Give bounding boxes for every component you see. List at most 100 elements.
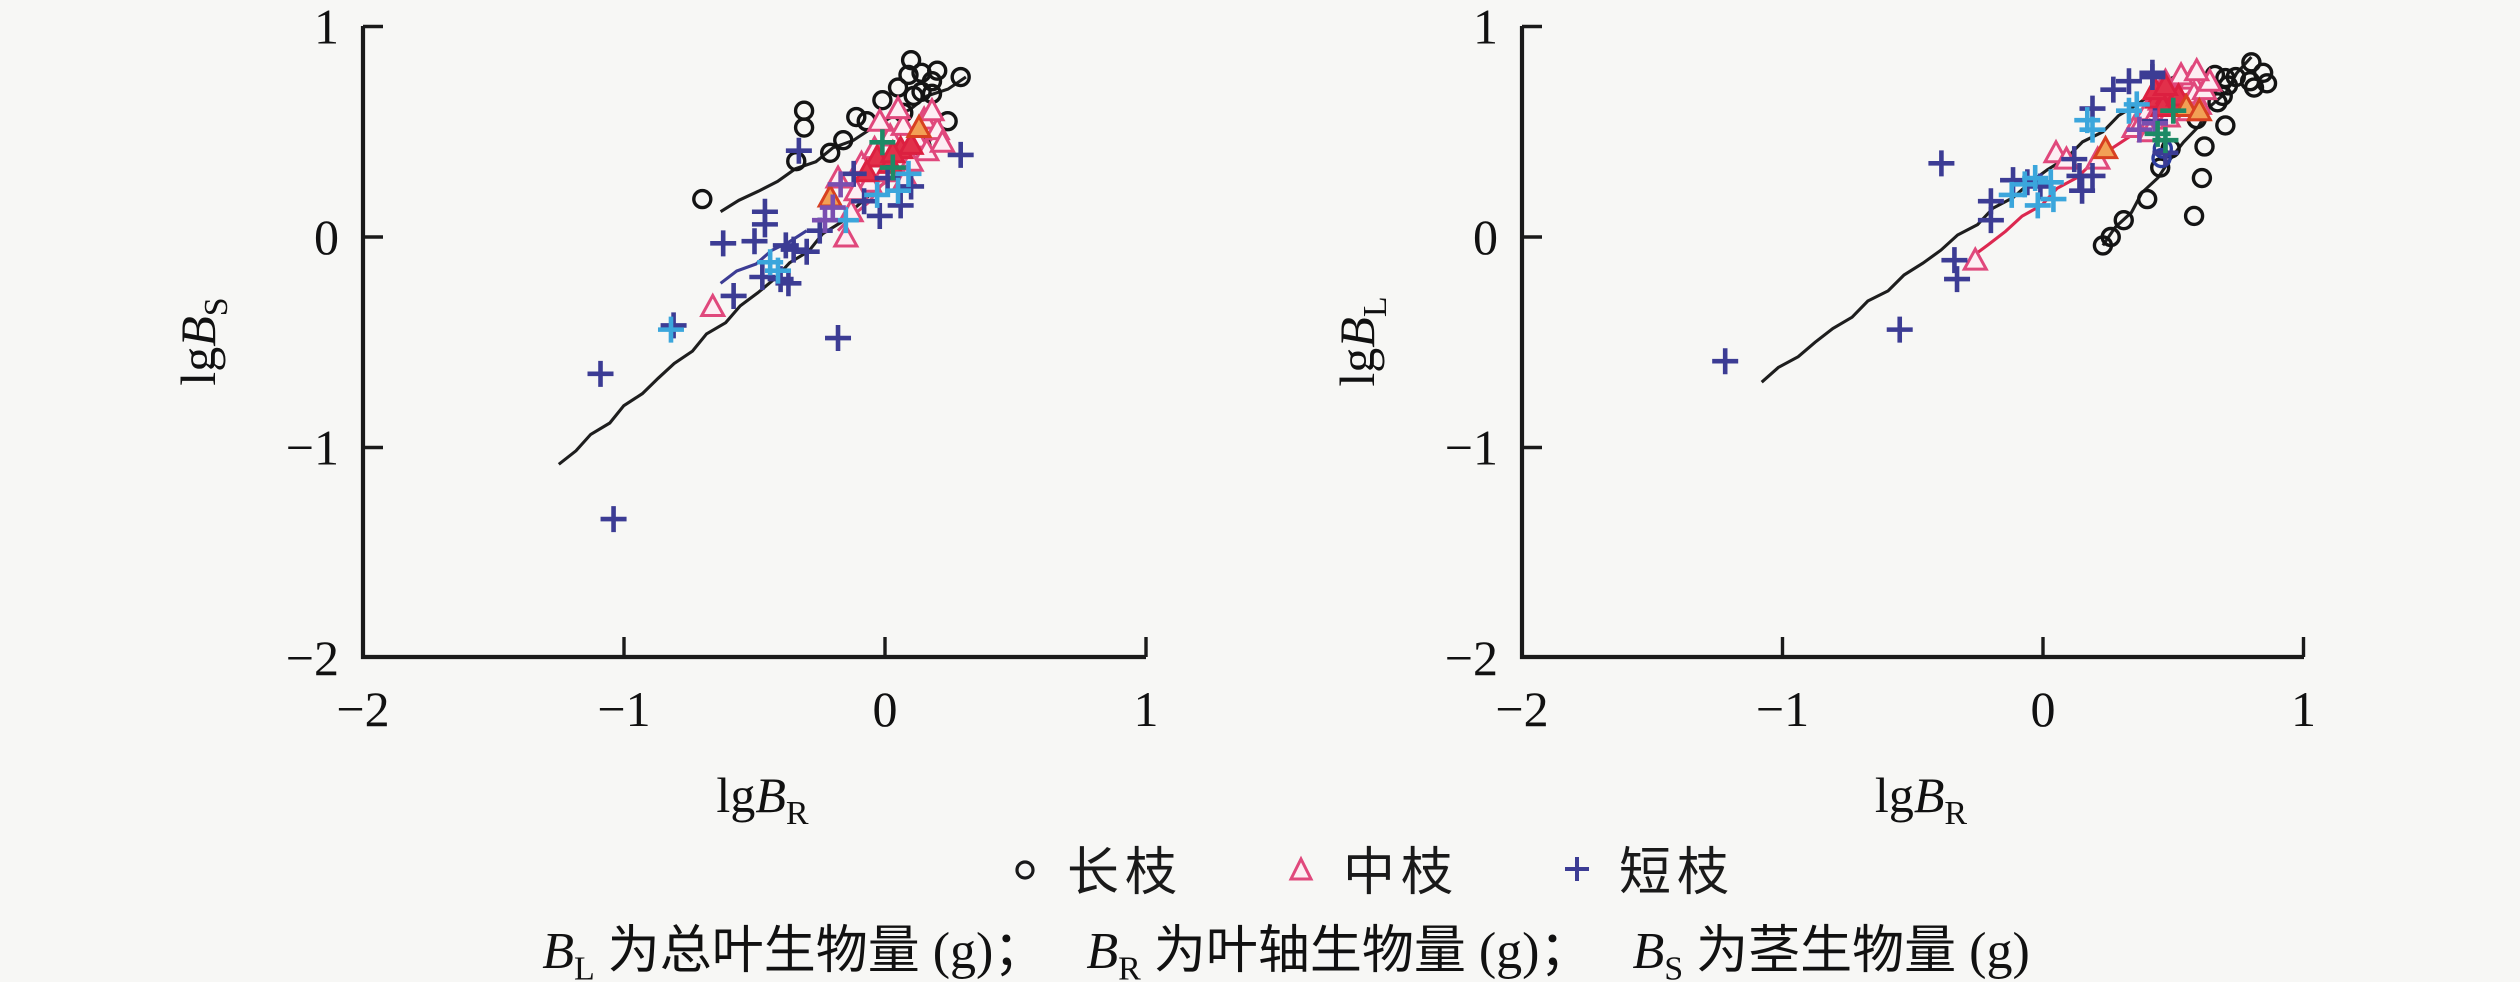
scatter-point-triangle	[1961, 246, 1989, 271]
scatter-point-plus	[866, 202, 893, 229]
scatter-point-plus	[887, 192, 914, 219]
scatter-point-plus	[840, 160, 867, 187]
scatter-point-circle	[927, 60, 948, 81]
y-axis-label: lgBL	[1329, 296, 1394, 386]
scatter-point-plus	[660, 312, 687, 339]
scatter-point-plus	[825, 325, 852, 352]
scatter-point-circle	[903, 85, 924, 107]
legend-label-short-branch: 短枝	[1619, 845, 1736, 902]
scatter-point-circle	[2151, 147, 2172, 169]
legend-item-mid-branch: 中枝	[1281, 830, 1459, 905]
scatter-point-plus	[811, 207, 838, 234]
series-短枝-cyan	[1998, 91, 2150, 219]
legend-label-long-branch: 长枝	[1067, 845, 1184, 902]
scatter-point-triangle	[897, 130, 925, 155]
scatter-point-circle	[2183, 205, 2205, 227]
scatter-point-plus	[827, 171, 854, 198]
scatter-point-plus	[2123, 91, 2150, 118]
y-tick-label: −2	[286, 630, 339, 686]
y-axis-label: lgBS	[170, 297, 235, 385]
x-tick-label: −2	[336, 681, 389, 737]
scatter-point-triangle	[866, 107, 894, 132]
scatter-point-triangle	[889, 111, 917, 136]
scatter-point-plus	[2079, 116, 2106, 143]
scatter-point-circle	[2256, 73, 2278, 94]
x-tick-label: 0	[873, 681, 898, 737]
series-短枝	[1712, 59, 2179, 375]
x-tick-label: −1	[597, 681, 650, 737]
scatter-point-circle	[793, 117, 815, 138]
scatter-point-triangle	[2185, 96, 2213, 122]
scatter-point-circle	[819, 142, 841, 164]
scatter-point-plus	[2011, 171, 2038, 198]
scatter-point-plus	[1944, 266, 1971, 293]
scatter-point-circle	[950, 66, 971, 88]
legend: 长枝 中枝 短枝	[1005, 830, 1735, 905]
y-tick-label: −1	[286, 420, 339, 476]
scatter-point-circle	[793, 100, 815, 121]
legend-label-mid-branch: 中枝	[1343, 845, 1460, 902]
scatter-point-triangle	[2091, 134, 2120, 160]
y-tick-label: 1	[1473, 0, 1498, 55]
scatter-point-plus	[600, 506, 627, 533]
scatter-point-plus	[2024, 192, 2051, 219]
legend-item-long-branch: 长枝	[1005, 830, 1183, 905]
plus-marker-icon	[1565, 856, 1590, 881]
scatter-point-plus	[793, 238, 820, 265]
scatter-point-plus	[2061, 146, 2088, 173]
scatter-point-circle	[900, 49, 922, 71]
scatter-point-triangle	[2183, 56, 2211, 82]
scatter-point-triangle	[824, 163, 852, 189]
scatter-point-triangle	[884, 94, 912, 120]
y-tick-label: 0	[314, 209, 339, 265]
legend-item-short-branch: 短枝	[1557, 830, 1735, 905]
scatter-point-plus	[657, 316, 684, 343]
y-tick-label: −1	[1445, 420, 1498, 476]
x-tick-label: −1	[1756, 681, 1809, 737]
scatter-point-circle	[692, 188, 713, 210]
scatter-point-plus	[947, 141, 974, 168]
regression-line-short-branch-fit	[1760, 75, 2175, 384]
scatter-point-triangle	[928, 128, 956, 153]
scatter-point-plus	[1712, 348, 1739, 375]
series-artifact-teal	[2144, 97, 2187, 154]
scatter-point-circle	[2136, 188, 2158, 210]
x-axis-label: lgBR	[716, 767, 808, 832]
scatter-point-plus	[2037, 169, 2064, 196]
scatter-point-plus	[869, 129, 896, 156]
scatter-point-plus	[1977, 188, 2004, 215]
scatter-point-plus	[2100, 76, 2127, 103]
series-短枝-cyan	[657, 160, 922, 343]
regression-line-short-branch-fit	[557, 176, 892, 466]
right-plot: −2 −1 0 1 −2 −1 0 1 lgBR lgBL	[1329, 0, 2316, 832]
y-tick-label: 1	[314, 0, 339, 55]
x-tick-label: 0	[2031, 681, 2056, 737]
scatter-point-plus	[895, 160, 922, 187]
series-短枝-violet	[811, 171, 854, 234]
scatter-point-triangle	[699, 292, 727, 317]
series-artifact-teal	[869, 129, 906, 181]
scatter-point-plus	[1928, 150, 1955, 177]
scatter-point-plus	[2160, 97, 2187, 124]
y-tick-label: 0	[1473, 209, 1498, 265]
scatter-point-circle	[833, 129, 854, 151]
scatter-point-circle	[2243, 77, 2265, 98]
scatter-point-circle	[2100, 226, 2121, 248]
scatter-point-circle	[887, 77, 909, 98]
caption-segment-br: BR 为叶轴生物量 (g)；	[1086, 923, 1592, 982]
triangle-marker-icon	[1288, 855, 1314, 880]
scatter-point-plus	[741, 228, 768, 255]
scatter-point-plus	[2139, 64, 2166, 91]
caption-segment-bs: BS 为茎生物量 (g)	[1632, 923, 2030, 982]
scatter-point-circle	[2113, 209, 2134, 231]
scatter-point-circle	[2215, 115, 2236, 136]
scatter-point-plus	[1886, 316, 1913, 343]
figure-caption: BL 为总叶生物量 (g)； BR 为叶轴生物量 (g)； BS 为茎生物量 (…	[80, 908, 2520, 982]
caption-segment-bl: BL 为总叶生物量 (g)；	[542, 923, 1046, 982]
series-中枝-red	[853, 130, 925, 183]
scatter-point-triangle	[918, 96, 946, 122]
x-tick-label: 1	[2291, 681, 2316, 737]
scatter-point-circle	[2241, 52, 2262, 73]
